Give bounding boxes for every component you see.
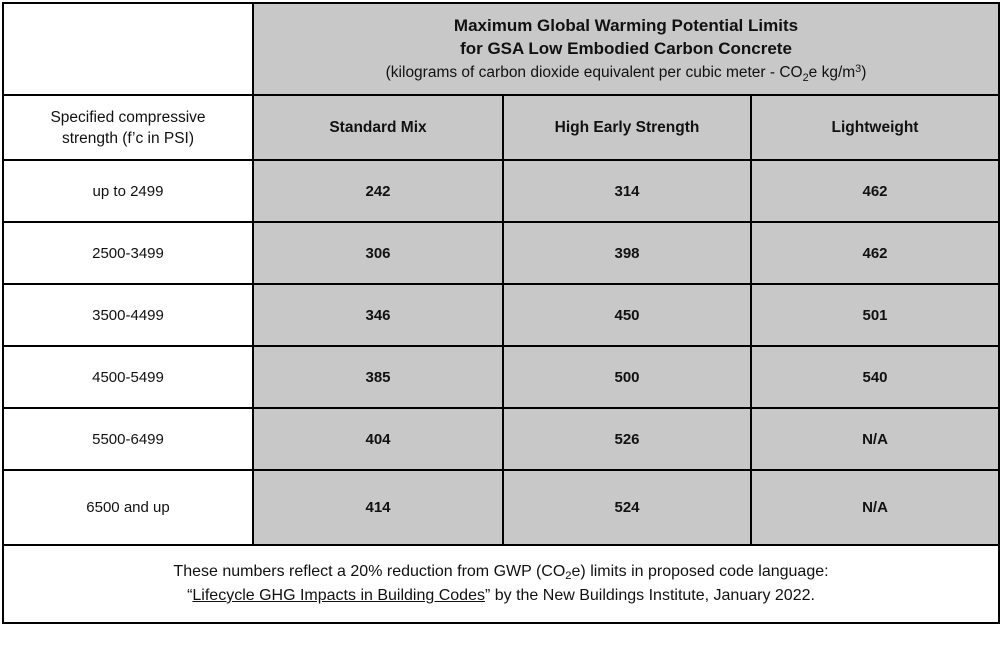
cell-value: 526: [502, 407, 752, 471]
row-label: 3500-4499: [2, 283, 254, 347]
cell-value: 306: [252, 221, 504, 285]
row-label: 4500-5499: [2, 345, 254, 409]
row-label: 5500-6499: [2, 407, 254, 471]
column-header-standard-mix: Standard Mix: [252, 94, 504, 161]
cell-value: 500: [502, 345, 752, 409]
cell-value: 501: [750, 283, 1000, 347]
table-title-cell: Maximum Global Warming Potential Limits …: [252, 2, 1000, 96]
column-header-high-early-strength: High Early Strength: [502, 94, 752, 161]
footnote-line2-suffix: ” by the New Buildings Institute, Januar…: [484, 587, 815, 604]
row-label-header-cell: Specified compressive strength (f’c in P…: [2, 94, 254, 161]
gwp-limits-table: Maximum Global Warming Potential Limits …: [2, 2, 1000, 624]
cell-value: 314: [502, 159, 752, 223]
table-title-row: Maximum Global Warming Potential Limits …: [2, 2, 1000, 96]
row-label: 6500 and up: [2, 469, 254, 546]
table-title-line1: Maximum Global Warming Potential Limits: [453, 16, 799, 35]
column-header-row: Specified compressive strength (f’c in P…: [2, 94, 1000, 161]
footnote-row: These numbers reflect a 20% reduction fr…: [2, 544, 1000, 624]
subtitle-suffix: ): [861, 64, 867, 81]
subtitle-superscript: 3: [855, 63, 862, 75]
footnote-co2-subscript: 2: [565, 570, 572, 582]
table-title-line2: for GSA Low Embodied Carbon Concrete: [460, 39, 792, 58]
row-label: 2500-3499: [2, 221, 254, 285]
cell-value: 404: [252, 407, 504, 471]
cell-value: 524: [502, 469, 752, 546]
footnote-open-quote: “: [187, 587, 193, 604]
corner-empty-cell: [2, 2, 254, 96]
cell-value: 346: [252, 283, 504, 347]
table-row: up to 2499 242 314 462: [2, 159, 1000, 223]
table-row: 2500-3499 306 398 462: [2, 221, 1000, 285]
column-header-lightweight: Lightweight: [750, 94, 1000, 161]
table-subtitle: (kilograms of carbon dioxide equivalent …: [254, 61, 998, 84]
cell-value: N/A: [750, 407, 1000, 471]
cell-value: 414: [252, 469, 504, 546]
subtitle-mid: e kg/m: [808, 64, 856, 81]
table-row: 3500-4499 346 450 501: [2, 283, 1000, 347]
row-label-header-line2: strength (f’c in PSI): [61, 129, 195, 147]
table-row: 6500 and up 414 524 N/A: [2, 469, 1000, 546]
footnote-line1: These numbers reflect a 20% reduction fr…: [4, 560, 998, 584]
footnote-line1-suffix: e) limits in proposed code language:: [571, 563, 829, 580]
footnote-cell: These numbers reflect a 20% reduction fr…: [2, 544, 1000, 624]
footnote-source-link[interactable]: Lifecycle GHG Impacts in Building Codes: [192, 587, 485, 604]
cell-value: 385: [252, 345, 504, 409]
table-row: 5500-6499 404 526 N/A: [2, 407, 1000, 471]
cell-value: N/A: [750, 469, 1000, 546]
cell-value: 462: [750, 221, 1000, 285]
cell-value: 398: [502, 221, 752, 285]
table-row: 4500-5499 385 500 540: [2, 345, 1000, 409]
row-label-header-line1: Specified compressive: [50, 108, 206, 126]
cell-value: 450: [502, 283, 752, 347]
cell-value: 242: [252, 159, 504, 223]
cell-value: 462: [750, 159, 1000, 223]
cell-value: 540: [750, 345, 1000, 409]
subtitle-subscript: 2: [802, 72, 809, 84]
footnote-line2: “Lifecycle GHG Impacts in Building Codes…: [4, 584, 998, 608]
footnote-line1-prefix: These numbers reflect a 20% reduction fr…: [173, 563, 566, 580]
row-label: up to 2499: [2, 159, 254, 223]
subtitle-prefix: (kilograms of carbon dioxide equivalent …: [385, 64, 803, 81]
